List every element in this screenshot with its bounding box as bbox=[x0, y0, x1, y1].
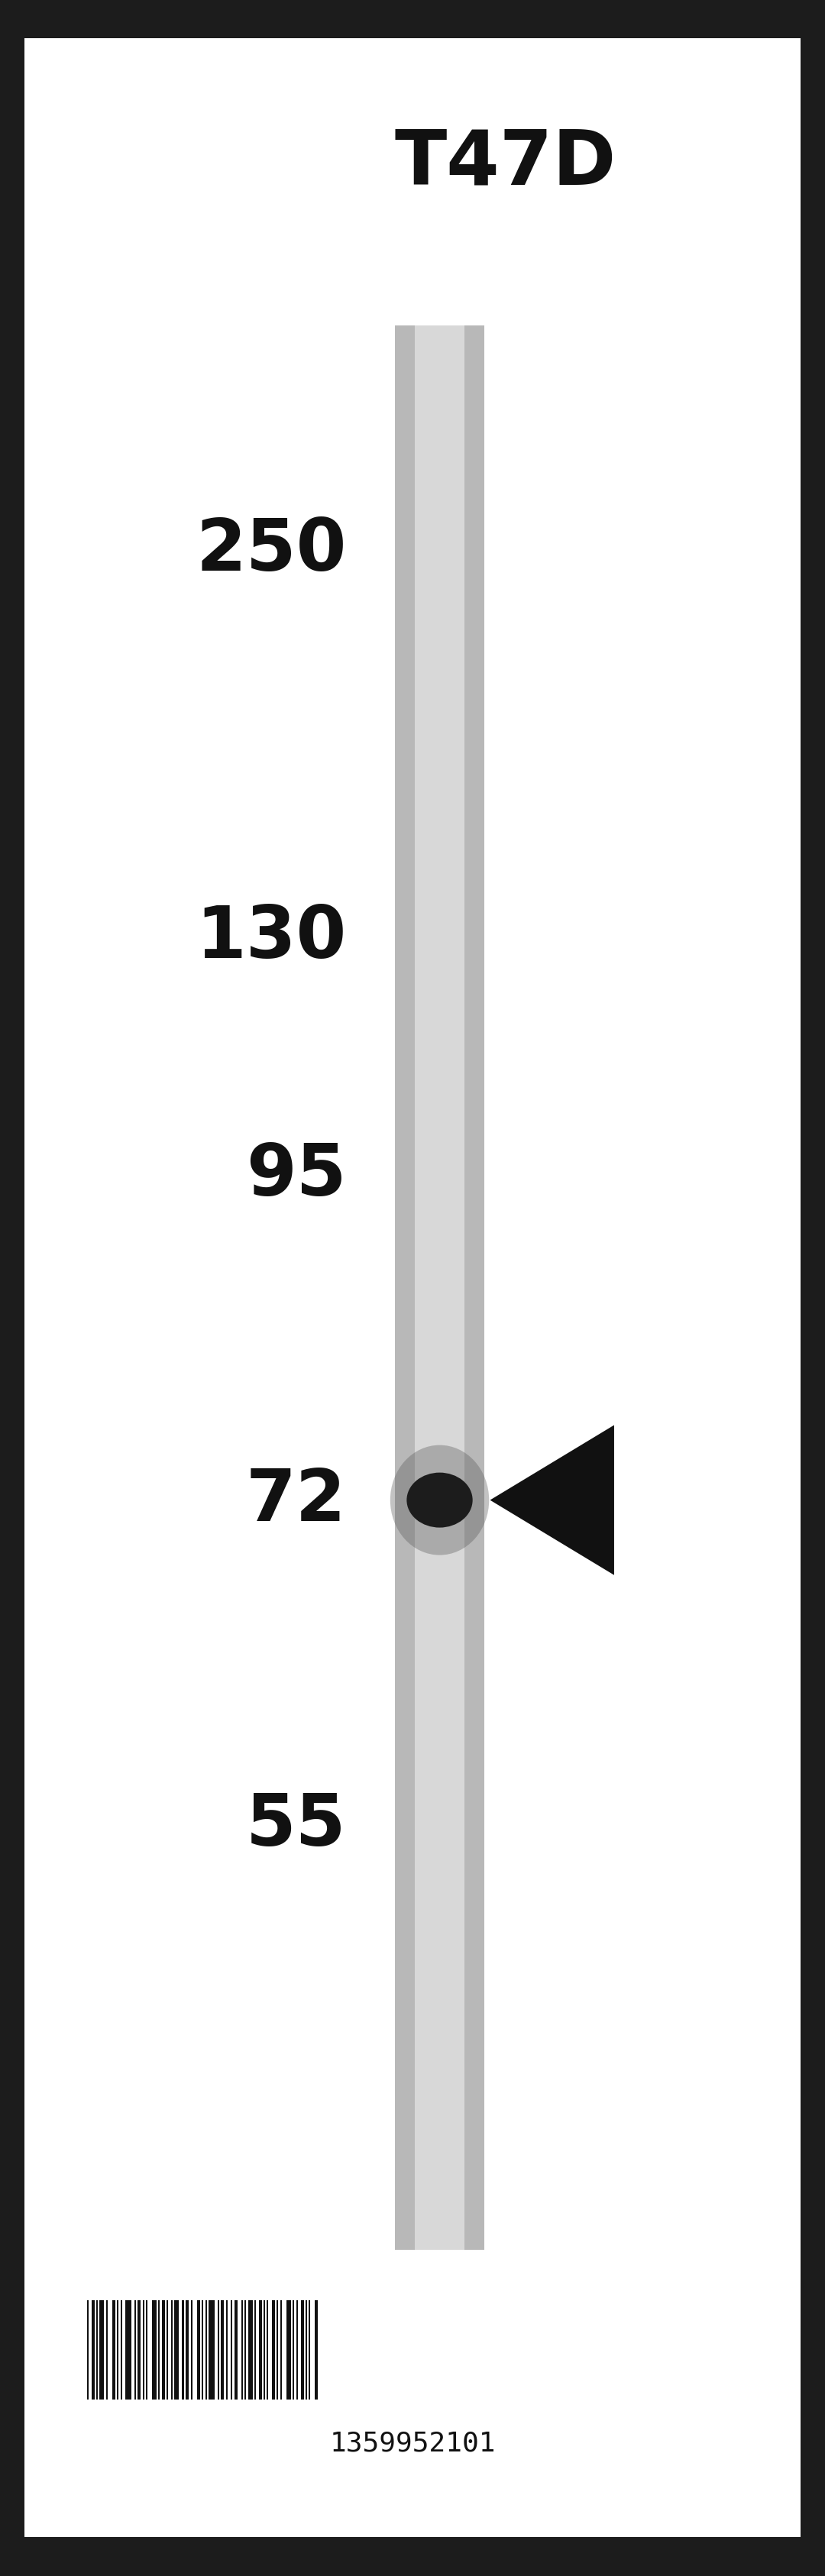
Text: 95: 95 bbox=[246, 1141, 346, 1211]
Bar bbox=[162, 2300, 165, 2401]
Bar bbox=[158, 2300, 160, 2401]
Bar bbox=[296, 2300, 298, 2401]
Bar bbox=[137, 2300, 140, 2401]
Bar bbox=[272, 2300, 276, 2401]
Bar bbox=[182, 2300, 184, 2401]
Bar bbox=[201, 2300, 203, 2401]
Bar bbox=[415, 327, 464, 2249]
Bar bbox=[231, 2300, 233, 2401]
Bar bbox=[125, 2300, 132, 2401]
Bar bbox=[146, 2300, 148, 2401]
Bar bbox=[143, 2300, 144, 2401]
Text: 72: 72 bbox=[246, 1466, 346, 1535]
Bar bbox=[167, 2300, 168, 2401]
Bar bbox=[172, 2300, 173, 2401]
Polygon shape bbox=[490, 1425, 614, 1577]
Ellipse shape bbox=[390, 1445, 489, 1556]
Bar bbox=[92, 2300, 95, 2401]
Bar bbox=[197, 2300, 200, 2401]
Bar bbox=[106, 2300, 108, 2401]
Ellipse shape bbox=[407, 1473, 473, 1528]
Bar bbox=[152, 2300, 157, 2401]
Bar bbox=[241, 2300, 243, 2401]
Bar bbox=[315, 2300, 318, 2401]
Bar bbox=[96, 2300, 97, 2401]
Bar bbox=[221, 2300, 224, 2401]
Bar bbox=[266, 2300, 268, 2401]
Bar bbox=[234, 2300, 238, 2401]
Bar bbox=[209, 2300, 214, 2401]
Bar bbox=[174, 2300, 179, 2401]
Bar bbox=[244, 2300, 246, 2401]
Bar bbox=[277, 2300, 278, 2401]
Text: 55: 55 bbox=[246, 1790, 346, 1860]
Bar bbox=[205, 2300, 207, 2401]
Bar bbox=[259, 2300, 262, 2401]
Bar bbox=[305, 2300, 307, 2401]
Text: 1359952101: 1359952101 bbox=[329, 2429, 496, 2455]
Text: 130: 130 bbox=[196, 904, 346, 974]
Bar bbox=[226, 2300, 228, 2401]
Bar bbox=[395, 327, 484, 2249]
Bar bbox=[112, 2300, 116, 2401]
Bar bbox=[280, 2300, 282, 2401]
Bar bbox=[117, 2300, 119, 2401]
Bar bbox=[218, 2300, 219, 2401]
Text: 250: 250 bbox=[196, 515, 346, 585]
Bar bbox=[309, 2300, 310, 2401]
Bar bbox=[99, 2300, 104, 2401]
Bar bbox=[121, 2300, 122, 2401]
Bar bbox=[248, 2300, 252, 2401]
Bar bbox=[264, 2300, 265, 2401]
Bar bbox=[134, 2300, 135, 2401]
Bar bbox=[301, 2300, 304, 2401]
Bar bbox=[286, 2300, 290, 2401]
Bar bbox=[254, 2300, 256, 2401]
Bar bbox=[292, 2300, 294, 2401]
Text: T47D: T47D bbox=[394, 126, 616, 201]
Bar bbox=[191, 2300, 192, 2401]
Bar bbox=[87, 2300, 88, 2401]
Bar bbox=[186, 2300, 188, 2401]
